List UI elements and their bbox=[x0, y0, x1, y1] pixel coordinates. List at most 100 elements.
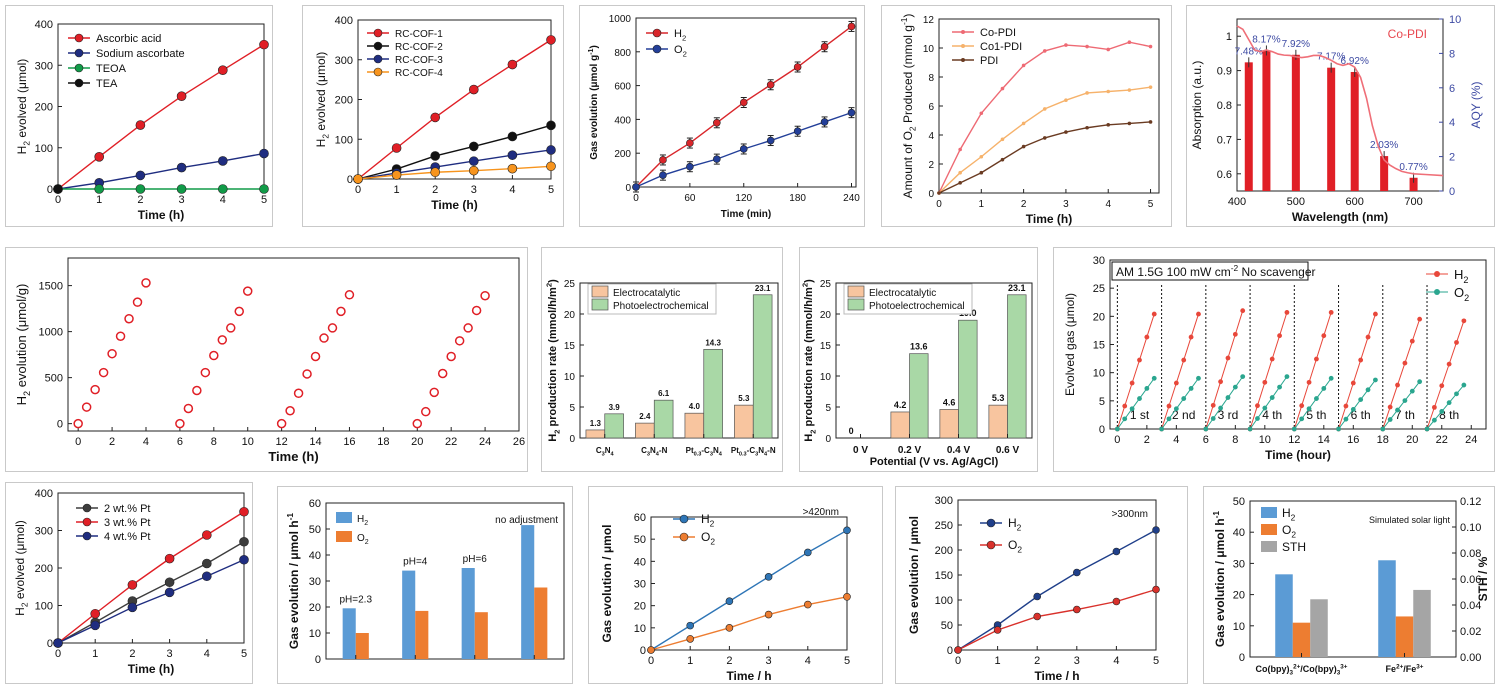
bar bbox=[461, 568, 475, 659]
legend-marker bbox=[373, 54, 383, 64]
y-tick-label: 100 bbox=[35, 601, 53, 613]
data-point bbox=[259, 184, 269, 194]
data-point bbox=[1358, 397, 1364, 402]
series-line bbox=[57, 44, 265, 190]
series-line bbox=[57, 152, 265, 190]
x-axis-label: Time (h) bbox=[128, 662, 174, 676]
x-axis-label: Time (h) bbox=[268, 449, 318, 464]
y-tick-label: 15 bbox=[1093, 340, 1105, 352]
chart-svg-p11: 0 10 20 30 40 50 60 Gas evolution / μmol h-1​ pH… bbox=[285, 498, 565, 666]
y2-tick-label: 8 bbox=[1449, 48, 1455, 60]
legend-marker bbox=[373, 41, 383, 51]
y-tick-label: 0 bbox=[928, 189, 934, 200]
data-point bbox=[259, 148, 269, 159]
category-label: no adjustment bbox=[495, 515, 558, 526]
cycle-label: 6 th bbox=[1351, 408, 1371, 422]
legend-label: Co-PDI bbox=[980, 27, 1016, 39]
bar-value-label: 6.1 bbox=[658, 389, 670, 398]
data-point bbox=[1306, 406, 1312, 412]
y-tick-label: 30 bbox=[309, 576, 321, 588]
data-point bbox=[124, 313, 134, 324]
legend-label: Electrocatalytic bbox=[869, 288, 936, 299]
legend-swatch bbox=[1261, 524, 1277, 535]
absorption-curve bbox=[1236, 25, 1444, 177]
data-point bbox=[1122, 416, 1128, 422]
x-tick-label: 8 bbox=[1232, 434, 1238, 446]
y-tick-label: 25 bbox=[564, 279, 576, 290]
data-point bbox=[979, 154, 984, 159]
y2-tick-label: 2 bbox=[1449, 152, 1455, 164]
y-tick-label: 12 bbox=[923, 15, 935, 26]
x-tick-label: 0 bbox=[936, 199, 942, 210]
data-point bbox=[979, 111, 984, 116]
data-point bbox=[1240, 308, 1246, 314]
data-point bbox=[430, 167, 440, 178]
chart-panel-p6: 0 500 1000 1500 0 2 4 6 8 10 12 14 16 18 20 22 24 26 Time … bbox=[5, 247, 528, 472]
x-tick-label: 12 bbox=[276, 436, 288, 448]
category-label: Co(bpy)32+​/Co(bpy)33+​ bbox=[1256, 663, 1348, 676]
y-tick-label: 25 bbox=[1093, 283, 1105, 295]
plot-frame bbox=[835, 282, 1033, 439]
y-tick-label: 250 bbox=[935, 520, 953, 532]
category-label: Fe2+​/Fe3+​ bbox=[1386, 663, 1424, 674]
bar-value-label: 4.0 bbox=[689, 402, 701, 411]
cycle-label: 4 th bbox=[1262, 408, 1282, 422]
data-point bbox=[1277, 333, 1282, 339]
y-tick-label: 0 bbox=[347, 174, 353, 186]
x-axis-label: Wavelength (nm) bbox=[1292, 210, 1388, 224]
data-point bbox=[234, 306, 244, 317]
data-point bbox=[1042, 107, 1047, 111]
data-point bbox=[1144, 386, 1150, 391]
x-tick-label: 0 bbox=[75, 436, 81, 448]
x-tick-label: 4 bbox=[805, 655, 811, 667]
chart-svg-p3: 0 200 400 600 800 1000 0 60 120 180 240 Time (min) G… bbox=[588, 14, 860, 220]
y-tick-label: 6 bbox=[928, 102, 934, 113]
data-point bbox=[1424, 426, 1430, 432]
data-point bbox=[686, 635, 694, 643]
data-point bbox=[820, 118, 829, 126]
data-point bbox=[1021, 121, 1026, 126]
y-tick-label: 50 bbox=[941, 620, 953, 632]
y-tick-label: 1000 bbox=[39, 327, 63, 339]
y-tick-label: 25 bbox=[820, 279, 832, 290]
chart-title: >420nm bbox=[803, 507, 839, 518]
data-point bbox=[53, 184, 63, 194]
bar bbox=[653, 399, 674, 439]
x-tick-label: 0 bbox=[648, 655, 654, 667]
y2-tick-label: 0.02 bbox=[1460, 626, 1481, 638]
y-tick-label: 2 bbox=[928, 160, 934, 171]
data-point bbox=[73, 418, 83, 429]
x-tick-label: 1 bbox=[96, 194, 102, 206]
y-tick-label: 10 bbox=[923, 44, 935, 55]
data-point bbox=[1196, 375, 1201, 381]
data-point bbox=[1343, 416, 1349, 422]
legend-label: O2​ bbox=[701, 530, 715, 547]
legend-box bbox=[843, 283, 973, 315]
data-point bbox=[1269, 356, 1275, 362]
data-point bbox=[1291, 426, 1297, 432]
bar bbox=[1310, 599, 1328, 657]
data-point bbox=[1402, 360, 1408, 366]
legend-swatch bbox=[847, 298, 865, 311]
y-tick-label: 10 bbox=[1233, 621, 1245, 633]
y2-tick-label: 0.12 bbox=[1460, 496, 1481, 508]
data-point bbox=[847, 108, 856, 117]
legend-label: O2​ bbox=[357, 533, 369, 546]
legend-marker bbox=[961, 44, 965, 48]
legend-label: O2​ bbox=[1454, 285, 1469, 303]
series-line bbox=[938, 41, 1151, 194]
data-point bbox=[1284, 374, 1290, 380]
chart-panel-p8: 0 5 10 15 20 25 Potential (V vs. Ag/AgCl) H2​ p… bbox=[799, 247, 1038, 472]
data-point bbox=[412, 418, 423, 429]
y-tick-label: 0 bbox=[825, 434, 831, 445]
y-tick-label: 150 bbox=[935, 570, 953, 582]
x-tick-label: 5 bbox=[548, 184, 554, 196]
y-axis-label: Amount of O2​ Produced (mmol g-1​) bbox=[899, 14, 917, 199]
y2-tick-label: 0 bbox=[1449, 186, 1455, 198]
y-tick-label: 20 bbox=[564, 310, 576, 321]
data-point bbox=[94, 152, 104, 162]
data-point bbox=[659, 156, 667, 164]
series-line bbox=[1382, 318, 1421, 430]
data-point bbox=[276, 418, 287, 429]
x-axis-label: Potential (V vs. Ag/AgCl) bbox=[870, 456, 999, 468]
